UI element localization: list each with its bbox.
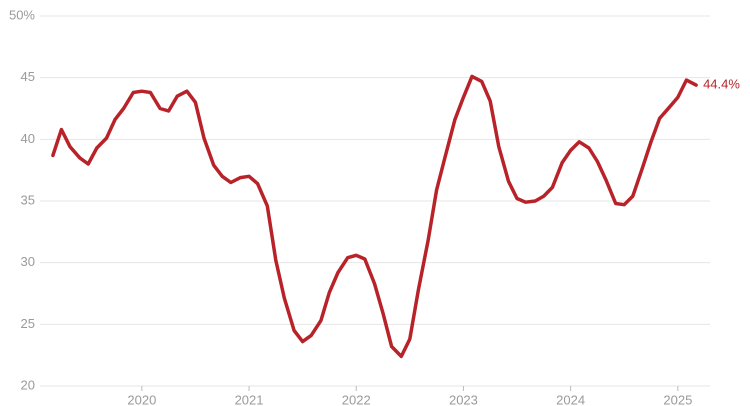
x-tick-label: 2024 (556, 392, 585, 406)
x-tick-label: 2023 (449, 392, 478, 406)
x-tick-label: 2022 (342, 392, 371, 406)
y-tick-label: 45 (21, 69, 35, 84)
y-tick-label: 40 (21, 131, 35, 146)
x-tick-label: 2020 (127, 392, 156, 406)
y-tick-label: 50% (9, 7, 35, 22)
y-tick-label: 20 (21, 377, 35, 392)
line (51, 74, 698, 359)
y-tick-label: 30 (21, 254, 35, 269)
y-tick-label: 35 (21, 192, 35, 207)
y-tick-label: 25 (21, 316, 35, 331)
value-label: 44.4% (703, 77, 740, 92)
x-tick-label: 2025 (663, 392, 692, 406)
x-tick-label: 2021 (235, 392, 264, 406)
